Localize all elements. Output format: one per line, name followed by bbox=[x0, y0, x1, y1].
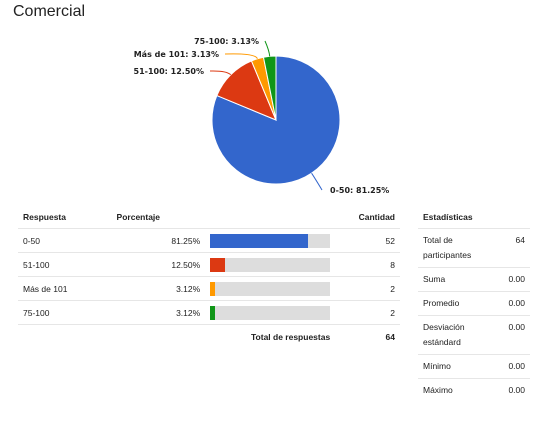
stat-value: 0.00 bbox=[508, 385, 525, 395]
pie-label: 0-50: 81.25% bbox=[330, 186, 389, 195]
pie-leader-line bbox=[209, 70, 232, 76]
header-porcentaje: Porcentaje bbox=[111, 206, 206, 229]
total-spacer bbox=[112, 325, 206, 349]
response-bar-fill bbox=[210, 233, 308, 248]
response-percent: 3.12% bbox=[111, 300, 206, 325]
response-count: 52 bbox=[335, 228, 400, 253]
pie-leader-line bbox=[264, 40, 271, 57]
pie-label: 75-100: 3.13% bbox=[194, 37, 259, 46]
response-bar-cell bbox=[205, 252, 336, 277]
total-spacer bbox=[18, 325, 112, 349]
stat-label: Promedio bbox=[418, 291, 504, 316]
response-bar-fill bbox=[210, 281, 215, 296]
response-bar-cell bbox=[205, 300, 336, 325]
table-row: 75-100 3.12% 2 bbox=[18, 300, 400, 325]
pie-leader-line bbox=[224, 53, 258, 60]
total-label: Total de respuestas bbox=[250, 331, 331, 342]
stat-value: 0.00 bbox=[503, 267, 530, 292]
stat-row: Desviación estándard 0.00 bbox=[418, 315, 530, 355]
stat-row: Total de participantes 64 bbox=[418, 228, 530, 268]
stat-value: 0.00 bbox=[503, 315, 530, 355]
page-title: Comercial bbox=[13, 3, 86, 20]
response-label: Más de 101 bbox=[18, 276, 112, 301]
pie-slice-75-100 bbox=[262, 55, 277, 121]
pie-label: Más de 101: 3.13% bbox=[134, 50, 219, 59]
response-bar-track bbox=[210, 257, 331, 272]
stat-label: Total de participantes bbox=[418, 228, 504, 268]
stat-label: Suma bbox=[418, 267, 504, 292]
response-label: 51-100 bbox=[18, 252, 112, 277]
header-respuesta: Respuesta bbox=[18, 206, 112, 229]
pie-chart: 0-50: 81.25% 51-100: 12.50% Más de 101: 3.… bbox=[0, 26, 549, 206]
response-count: 2 bbox=[335, 276, 400, 301]
stat-value: 64 bbox=[503, 228, 530, 268]
stat-value: 0.00 bbox=[503, 354, 530, 379]
statistics-header: Estadísticas bbox=[418, 206, 530, 229]
total-row: Total de respuestas 64 bbox=[18, 325, 400, 349]
response-label: 75-100 bbox=[18, 300, 112, 325]
response-percent: 12.50% bbox=[111, 252, 206, 277]
responses-table: Respuesta Porcentaje Cantidad 0-50 81.25… bbox=[18, 206, 400, 348]
table-row: Más de 101 3.12% 2 bbox=[18, 276, 400, 301]
pie-leader-line bbox=[311, 172, 323, 191]
stat-label: Mínimo bbox=[418, 354, 504, 379]
stat-label: Máximo bbox=[423, 385, 453, 395]
total-value: 64 bbox=[385, 331, 395, 342]
stat-row: Mínimo 0.00 bbox=[418, 354, 530, 379]
response-count: 8 bbox=[335, 252, 400, 277]
response-bar-track bbox=[210, 305, 331, 320]
pie-chart-svg: 0-50: 81.25% 51-100: 12.50% Más de 101: 3.… bbox=[134, 37, 390, 195]
responses-header-row: Respuesta Porcentaje Cantidad bbox=[18, 206, 400, 229]
response-bar-cell bbox=[205, 228, 336, 253]
stat-value: 0.00 bbox=[503, 291, 530, 316]
header-bar bbox=[205, 206, 336, 229]
stat-row: Máximo 0.00 bbox=[418, 379, 530, 403]
stat-row: Suma 0.00 bbox=[418, 267, 530, 292]
response-bar-fill bbox=[210, 305, 215, 320]
response-bar-cell bbox=[205, 276, 336, 301]
stat-row: Promedio 0.00 bbox=[418, 291, 530, 316]
header-cantidad: Cantidad bbox=[335, 206, 400, 229]
response-bar-track bbox=[210, 281, 331, 296]
stat-label: Desviación estándard bbox=[418, 315, 504, 355]
response-count: 2 bbox=[335, 300, 400, 325]
response-label: 0-50 bbox=[18, 228, 112, 253]
response-bar-fill bbox=[210, 257, 226, 272]
response-percent: 81.25% bbox=[111, 228, 206, 253]
response-bar-track bbox=[210, 233, 331, 248]
pie-label: 51-100: 12.50% bbox=[134, 67, 204, 76]
table-row: 0-50 81.25% 52 bbox=[18, 228, 400, 253]
table-row: 51-100 12.50% 8 bbox=[18, 252, 400, 277]
response-percent: 3.12% bbox=[111, 276, 206, 301]
statistics-table: Estadísticas Total de participantes 64 S… bbox=[418, 206, 530, 402]
